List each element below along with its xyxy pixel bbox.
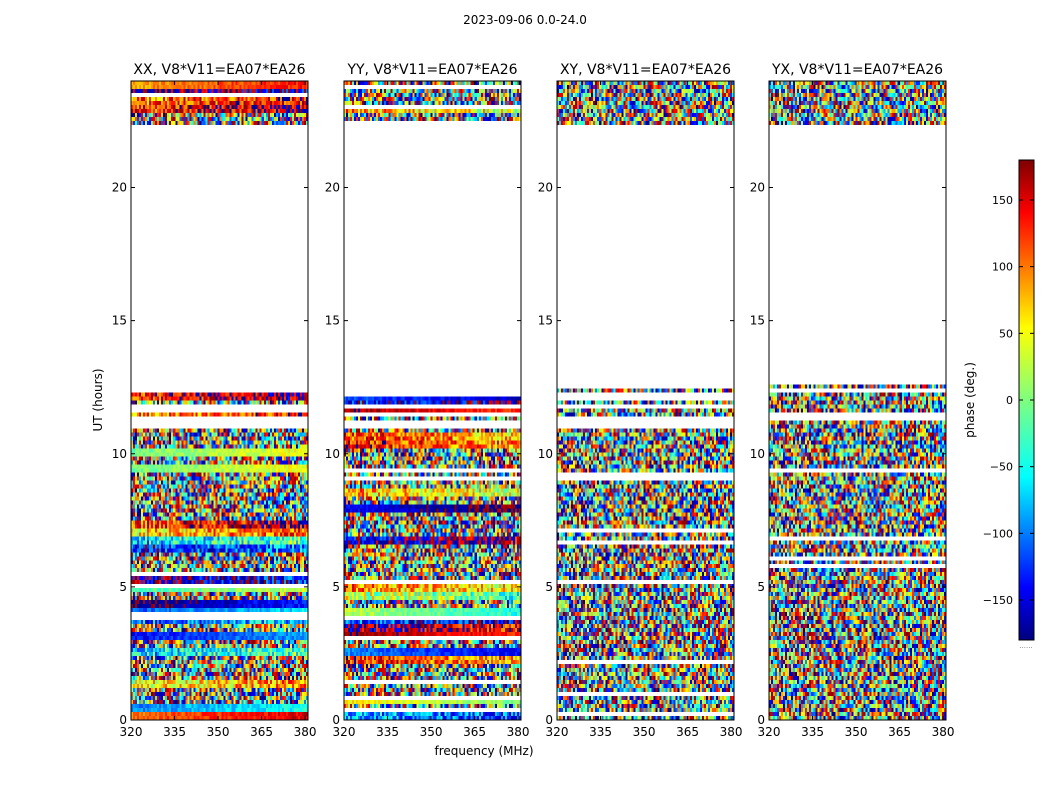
y-tick-label: 10 <box>750 447 765 461</box>
y-tick-label: 10 <box>325 447 340 461</box>
y-tick-label: 15 <box>538 314 553 328</box>
y-tick-label: 20 <box>112 181 127 195</box>
colorbar-tick-label: −100 <box>983 527 1013 540</box>
colorbar-tick-label: 150 <box>992 194 1013 207</box>
colorbar-footnote: ...... <box>1019 642 1032 650</box>
x-tick-label: 320 <box>333 725 356 739</box>
x-tick-label: 335 <box>589 725 612 739</box>
y-tick-label: 5 <box>332 580 340 594</box>
panel-frame <box>556 80 735 721</box>
x-tick-label: 380 <box>720 725 743 739</box>
phase-heatmap-xy <box>557 81 734 720</box>
colorbar-label: phase (deg.) <box>963 362 977 438</box>
figure-title: 2023-09-06 0.0-24.0 <box>463 13 587 27</box>
x-tick-label: 335 <box>376 725 399 739</box>
x-tick-label: 365 <box>250 725 273 739</box>
colorbar-tick-label: 50 <box>999 327 1013 340</box>
x-tick-label: 365 <box>463 725 486 739</box>
x-tick-label: 350 <box>207 725 230 739</box>
x-tick-label: 335 <box>801 725 824 739</box>
phase-heatmap-xx <box>131 81 308 720</box>
colorbar-tick-label: 0 <box>1006 394 1013 407</box>
y-tick-label: 0 <box>545 713 553 727</box>
panel-xy: XY, V8*V11=EA07*EA26 320 335 350 365 380 0 5 10 1… <box>538 62 743 739</box>
x-tick-label: 350 <box>845 725 868 739</box>
y-tick-label: 15 <box>325 314 340 328</box>
x-tick-label: 320 <box>758 725 781 739</box>
x-axis-label: frequency (MHz) <box>434 744 533 758</box>
panel-frame <box>130 80 309 721</box>
phase-heatmap-yx <box>769 81 946 720</box>
y-axis-label: UT (hours) <box>91 368 105 431</box>
x-tick-label: 335 <box>163 725 186 739</box>
panel-title: YY, V8*V11=EA07*EA26 <box>346 62 517 78</box>
x-tick-label: 380 <box>294 725 317 739</box>
colorbar-tick-label: 100 <box>992 261 1013 274</box>
y-tick-label: 0 <box>332 713 340 727</box>
panel-title: YX, V8*V11=EA07*EA26 <box>771 62 943 78</box>
x-tick-label: 380 <box>932 725 955 739</box>
x-tick-label: 350 <box>633 725 656 739</box>
x-tick-label: 365 <box>888 725 911 739</box>
panel-title: XX, V8*V11=EA07*EA26 <box>133 62 305 78</box>
colorbar: 150 100 50 0 −50 −100 −150 phase (deg.) ...... <box>963 159 1035 650</box>
panel-xx: XX, V8*V11=EA07*EA26 320 335 350 365 380 0 5 10 1… <box>112 62 317 739</box>
y-tick-label: 0 <box>119 713 127 727</box>
y-tick-label: 0 <box>757 713 765 727</box>
y-tick-label: 15 <box>112 314 127 328</box>
x-tick-label: 350 <box>420 725 443 739</box>
y-tick-label: 5 <box>545 580 553 594</box>
y-tick-label: 10 <box>112 447 127 461</box>
colorbar-tick-label: −50 <box>990 461 1013 474</box>
panel-frame <box>768 80 947 721</box>
y-tick-label: 20 <box>538 181 553 195</box>
y-tick-label: 20 <box>325 181 340 195</box>
panel-yx: YX, V8*V11=EA07*EA26 320 335 350 365 380 0 5 10 1… <box>750 62 955 739</box>
x-tick-label: 320 <box>120 725 143 739</box>
x-tick-label: 380 <box>507 725 530 739</box>
colorbar-tick-label: −150 <box>983 594 1013 607</box>
phase-heatmap-yy <box>344 81 521 720</box>
y-tick-label: 20 <box>750 181 765 195</box>
panel-title: XY, V8*V11=EA07*EA26 <box>560 62 731 78</box>
panel-frame <box>343 80 522 721</box>
y-tick-label: 5 <box>757 580 765 594</box>
x-tick-label: 365 <box>676 725 699 739</box>
y-tick-label: 5 <box>119 580 127 594</box>
y-tick-label: 15 <box>750 314 765 328</box>
panel-yy: YY, V8*V11=EA07*EA26 320 335 350 365 380 0 5 10 1… <box>325 62 530 739</box>
x-tick-label: 320 <box>546 725 569 739</box>
y-tick-label: 10 <box>538 447 553 461</box>
